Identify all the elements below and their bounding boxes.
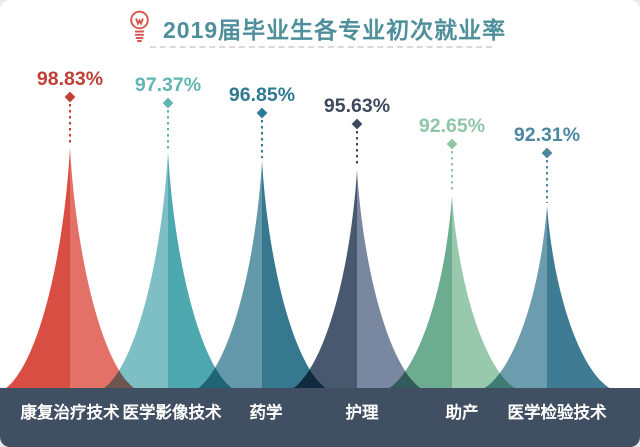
value-label: 92.65%	[419, 115, 485, 137]
diamond-marker	[446, 138, 458, 150]
value-label: 98.83%	[37, 68, 103, 90]
diamond-marker	[256, 107, 268, 119]
peak-4-right-half	[357, 170, 428, 392]
diamond-marker	[162, 97, 174, 109]
category-label: 医学检验技术	[508, 402, 608, 422]
peak-5-right-half	[452, 196, 523, 392]
peak-3-right-half	[262, 161, 333, 392]
mountain-shapes	[0, 148, 618, 392]
value-label: 97.37%	[135, 74, 201, 96]
category-label: 康复治疗技术	[21, 402, 121, 422]
peak-5-left-half	[381, 196, 452, 392]
category-label: 助产	[446, 402, 479, 422]
peak-1-left-half	[0, 148, 70, 392]
category-label: 药学	[250, 402, 283, 422]
baseline-bar	[0, 388, 640, 447]
peak-2-left-half	[97, 152, 168, 392]
category-label: 护理	[346, 402, 380, 422]
lightbulb-icon	[130, 10, 149, 42]
peak-2-right-half	[168, 152, 239, 392]
peak-6-right-half	[547, 206, 618, 392]
category-label: 医学影像技术	[123, 402, 223, 422]
diamond-marker	[541, 147, 553, 159]
diamond-marker	[351, 118, 363, 130]
diamond-marker	[64, 91, 76, 103]
value-annotations: 98.83% 97.37% 96.85% 95.63% 92.65% 92.31%	[37, 68, 580, 203]
page-title: 2019届毕业生各专业初次就业率	[163, 17, 507, 43]
title-underline-dashes	[150, 46, 492, 48]
value-label: 92.31%	[514, 124, 580, 146]
category-labels: 康复治疗技术 医学影像技术 药学 护理 助产 医学检验技术	[21, 402, 608, 422]
peak-3-left-half	[191, 161, 262, 392]
peak-6-left-half	[476, 206, 547, 392]
value-label: 96.85%	[229, 84, 295, 106]
header: 2019届毕业生各专业初次就业率	[0, 0, 640, 60]
value-label: 95.63%	[324, 95, 390, 117]
peak-4-left-half	[286, 170, 357, 392]
peak-1-right-half	[70, 148, 141, 392]
